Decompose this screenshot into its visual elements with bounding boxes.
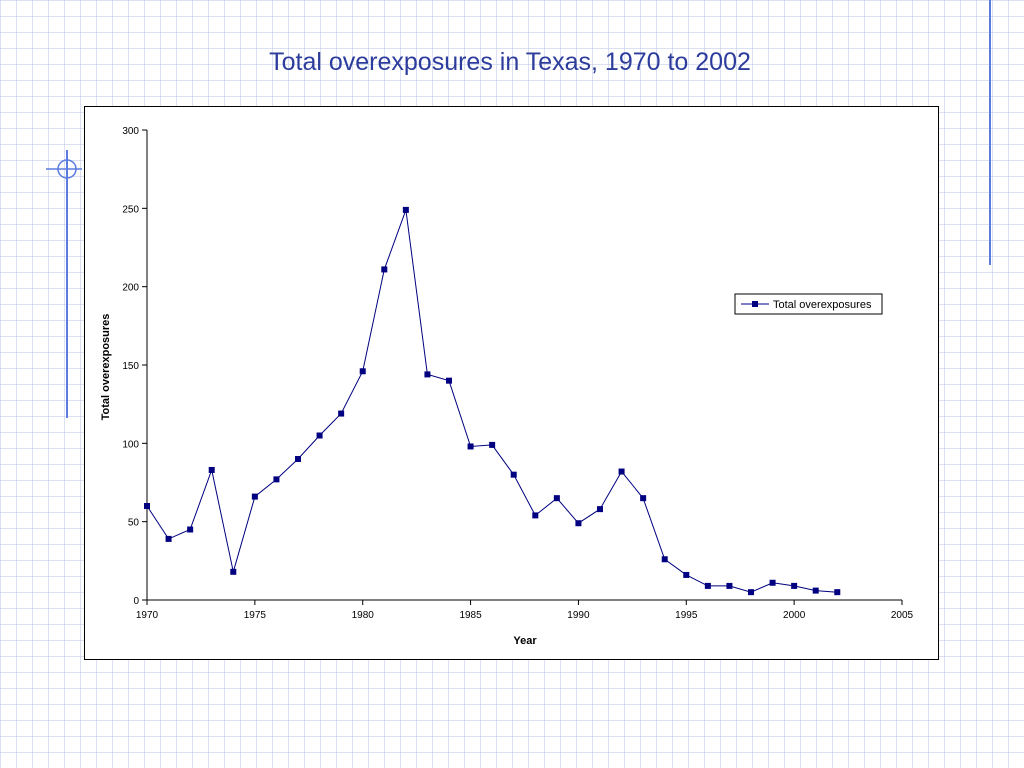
data-point: [230, 568, 237, 575]
y-tick-label: 300: [122, 126, 139, 137]
data-point: [683, 571, 690, 578]
data-point: [704, 582, 711, 589]
data-point: [359, 368, 366, 375]
legend-box: [734, 293, 883, 315]
left-vertical-rule: [66, 150, 68, 418]
series-layer: [144, 206, 841, 596]
data-point: [446, 377, 452, 384]
legend-marker-sample: [752, 301, 758, 307]
data-point: [834, 589, 841, 596]
data-point: [144, 503, 150, 509]
x-tick-label: 1970: [136, 610, 159, 621]
data-point: [338, 410, 345, 417]
y-tick-label: 50: [128, 518, 140, 529]
data-point: [661, 556, 668, 563]
data-point: [467, 443, 474, 450]
data-point: [748, 589, 754, 596]
slide-title: Total overexposures in Texas, 1970 to 20…: [269, 48, 751, 76]
right-vertical-rule: [989, 0, 991, 265]
y-tick-label: 100: [122, 439, 139, 450]
data-point: [575, 520, 582, 527]
data-point: [187, 526, 194, 533]
data-point: [812, 587, 819, 594]
data-point: [316, 432, 323, 439]
legend: Total overexposures: [734, 293, 883, 315]
data-point: [553, 495, 560, 502]
x-tick-label: 2000: [783, 610, 806, 621]
data-point: [489, 441, 496, 448]
data-point: [424, 371, 431, 378]
data-point: [273, 476, 280, 483]
data-point: [165, 535, 172, 542]
y-tick-label: 150: [122, 361, 139, 372]
data-point: [618, 468, 625, 475]
data-point: [208, 466, 215, 473]
data-point: [381, 266, 388, 273]
data-point: [510, 471, 517, 478]
chart-svg: 0 50 100 150 200 250 300 1970 1975 1980 1985 1990 19…: [100, 126, 914, 647]
data-point: [532, 512, 539, 519]
legend-label: Total overexposures: [773, 299, 872, 311]
series-line: [146, 209, 838, 593]
x-tick-label: 1995: [675, 610, 698, 621]
y-tick-label: 0: [133, 596, 139, 607]
y-axis-title: Total overexposures: [100, 314, 112, 421]
x-tick-label: 1975: [244, 610, 267, 621]
y-tick-label: 200: [122, 283, 139, 294]
x-axis-title: Year: [513, 635, 537, 647]
data-point: [769, 579, 776, 586]
x-tick-label: 2005: [891, 610, 914, 621]
data-point: [295, 456, 301, 462]
data-point: [640, 495, 647, 502]
data-point: [791, 582, 798, 589]
y-tick-label: 250: [122, 204, 139, 215]
x-tick-label: 1985: [459, 610, 482, 621]
axes-layer: 0 50 100 150 200 250 300 1970 1975 1980 1985 1990 19…: [122, 126, 913, 621]
data-point: [402, 206, 409, 213]
x-tick-label: 1990: [567, 610, 590, 621]
chart-frame: 0 50 100 150 200 250 300 1970 1975 1980 1985 1990 19…: [84, 106, 939, 660]
crosshair-ornament-icon: [46, 159, 82, 179]
data-point: [597, 506, 603, 513]
data-point: [251, 493, 258, 500]
data-point: [726, 582, 733, 589]
x-tick-label: 1980: [352, 610, 375, 621]
